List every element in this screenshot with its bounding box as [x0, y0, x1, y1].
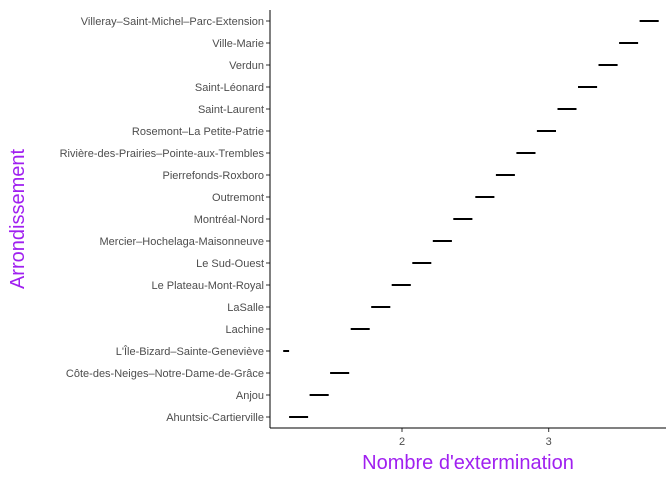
y-tick-label: Rivière-des-Prairies–Pointe-aux-Trembles: [60, 148, 265, 160]
y-ticks: [266, 20, 270, 418]
y-tick-label: Le Sud-Ouest: [196, 258, 264, 270]
x-tick-label: 2: [399, 436, 405, 448]
y-tick-label: Saint-Laurent: [198, 104, 264, 116]
x-ticks: [401, 428, 550, 432]
y-tick-label: LaSalle: [227, 302, 264, 314]
y-tick-label: Anjou: [236, 390, 264, 402]
y-tick-label: Pierrefonds-Roxboro: [163, 170, 265, 182]
y-tick-label: Le Plateau-Mont-Royal: [151, 280, 264, 292]
x-axis-title: Nombre d'extermination: [362, 452, 574, 474]
y-tick-label: Rosemont–La Petite-Patrie: [132, 126, 264, 138]
y-tick-label: Verdun: [229, 60, 264, 72]
y-tick-label: Saint-Léonard: [195, 82, 264, 94]
y-tick-label: Ville-Marie: [212, 38, 264, 50]
y-tick-label: Montréal-Nord: [194, 214, 264, 226]
y-tick-label: Mercier–Hochelaga-Maisonneuve: [100, 236, 264, 248]
y-tick-label: Villeray–Saint-Michel–Parc-Extension: [81, 16, 264, 28]
y-tick-labels: Ahuntsic-Cartierville Anjou Côte-des-Neige…: [60, 16, 265, 424]
x-tick-label: 3: [546, 436, 552, 448]
y-axis-title: Arrondissement: [7, 149, 29, 290]
y-tick-label: Outremont: [212, 192, 264, 204]
y-tick-label: Ahuntsic-Cartierville: [166, 412, 264, 424]
y-tick-label: Lachine: [225, 324, 264, 336]
chart-marks: [283, 20, 659, 418]
y-tick-label: L'Île-Bizard–Sainte-Geneviève: [116, 345, 264, 358]
y-tick-label: Côte-des-Neiges–Notre-Dame-de-Grâce: [66, 368, 264, 380]
